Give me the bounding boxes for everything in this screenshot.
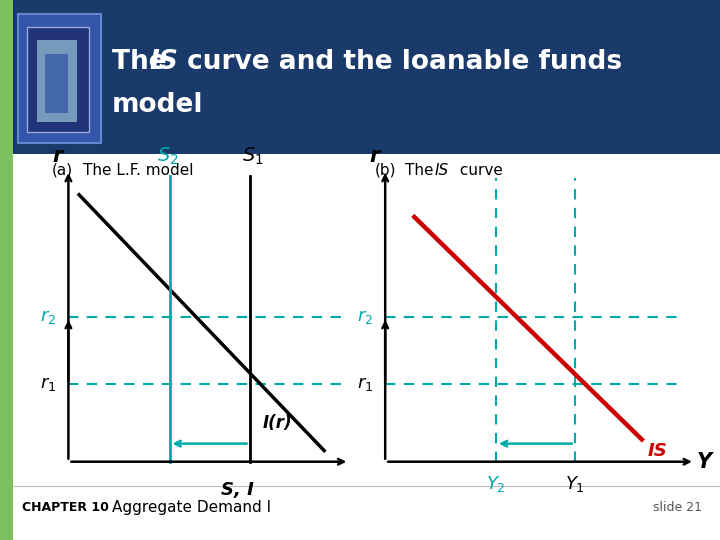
Text: The L.F. model: The L.F. model	[83, 163, 193, 178]
Text: $Y_2$: $Y_2$	[486, 474, 506, 495]
Text: slide 21: slide 21	[653, 501, 702, 514]
Text: r: r	[53, 146, 63, 166]
Text: $r_1$: $r_1$	[357, 375, 373, 393]
Text: r: r	[369, 146, 379, 166]
Bar	[45, 54, 68, 113]
Text: S, I: S, I	[221, 481, 254, 499]
Text: $S_1$: $S_1$	[241, 146, 264, 167]
Text: curve and the loanable funds: curve and the loanable funds	[178, 49, 622, 75]
Text: IS: IS	[150, 49, 179, 75]
Text: $Y_1$: $Y_1$	[564, 474, 585, 495]
Text: I(r): I(r)	[263, 414, 292, 432]
Text: $S_2$: $S_2$	[158, 146, 179, 167]
Text: CHAPTER 10: CHAPTER 10	[22, 501, 109, 514]
Bar	[0, 0, 13, 540]
Text: $r_1$: $r_1$	[40, 375, 56, 393]
Text: Aggregate Demand I: Aggregate Demand I	[112, 500, 271, 515]
Bar	[37, 40, 77, 122]
Text: $r_2$: $r_2$	[357, 308, 373, 326]
Text: Y: Y	[696, 451, 712, 472]
Text: IS: IS	[647, 442, 667, 460]
Text: $r_2$: $r_2$	[40, 308, 56, 326]
Bar	[13, 0, 720, 154]
Text: curve: curve	[455, 163, 503, 178]
Text: (b): (b)	[374, 163, 396, 178]
Bar	[27, 27, 89, 132]
Text: (a): (a)	[52, 163, 73, 178]
Text: The: The	[405, 163, 438, 178]
Bar	[18, 14, 101, 143]
Text: The: The	[112, 49, 176, 75]
Text: model: model	[112, 92, 203, 118]
Text: IS: IS	[435, 163, 449, 178]
